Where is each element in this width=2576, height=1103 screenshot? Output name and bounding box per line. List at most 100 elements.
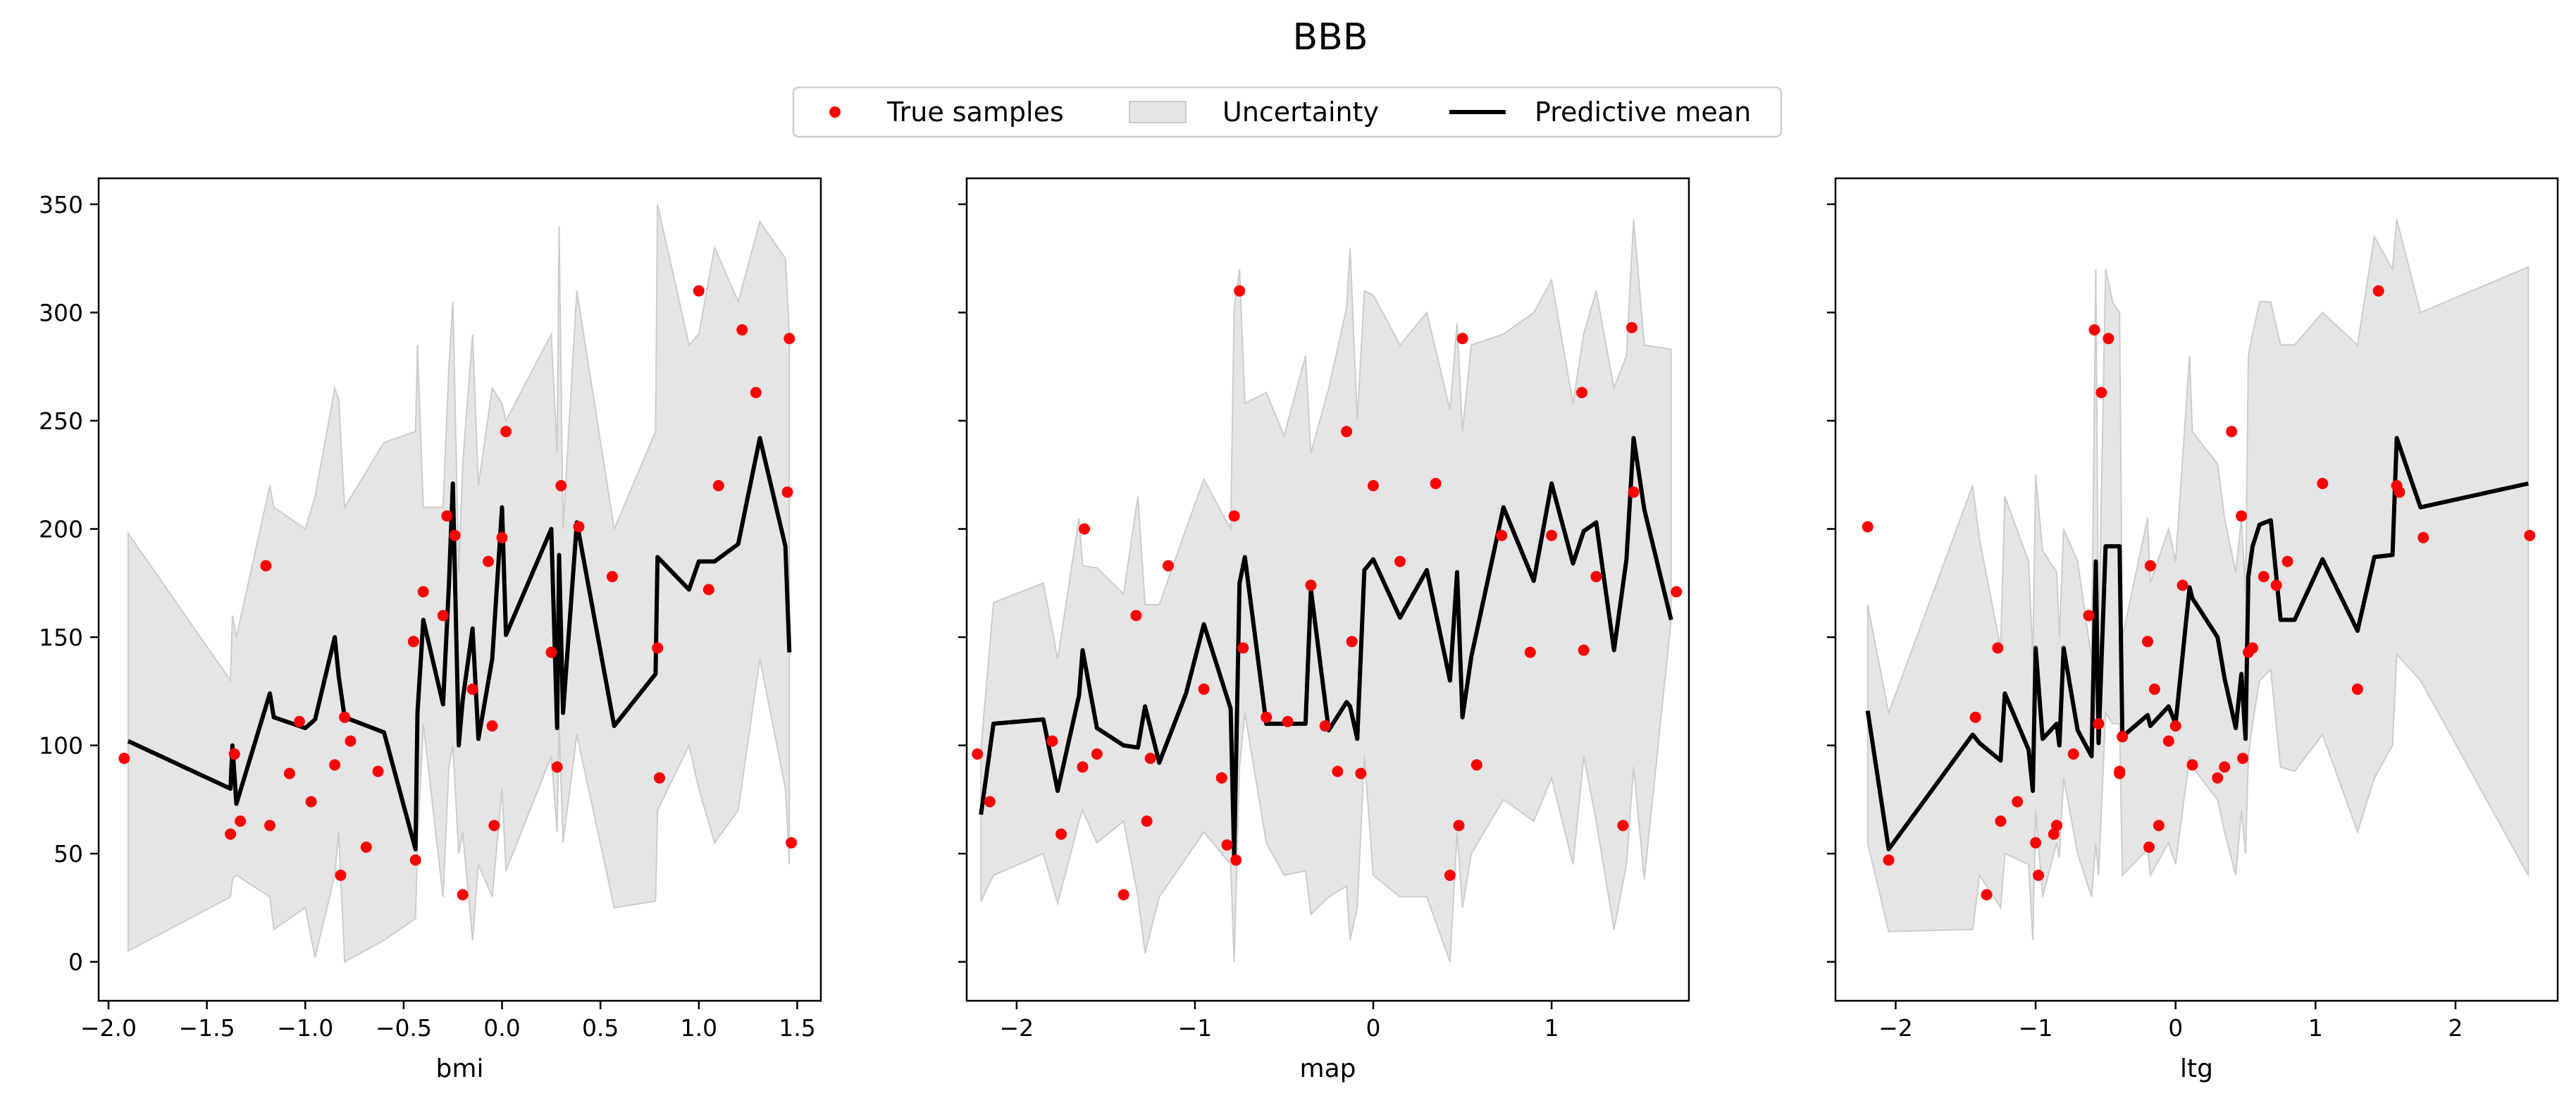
true-sample-point xyxy=(1077,761,1089,773)
true-sample-point xyxy=(283,768,295,780)
true-sample-point xyxy=(1282,715,1294,727)
true-sample-point xyxy=(1453,820,1465,832)
true-sample-point xyxy=(1456,333,1468,345)
true-sample-point xyxy=(2153,820,2165,832)
true-sample-point xyxy=(1230,854,1242,866)
y-tick-label: 150 xyxy=(39,624,83,651)
true-sample-point xyxy=(1234,285,1246,297)
true-sample-point xyxy=(2394,486,2405,498)
x-tick-label: −1 xyxy=(1178,1014,1213,1042)
subplot-map: −2 −1 0 1 map xyxy=(958,177,1690,1083)
legend-frame xyxy=(792,86,1783,138)
plot-area xyxy=(1862,219,2536,941)
true-sample-point xyxy=(712,480,724,492)
true-sample-point xyxy=(2012,796,2024,808)
true-sample-point xyxy=(329,759,341,771)
legend-uncertainty-label: Uncertainty xyxy=(1222,97,1379,128)
true-sample-point xyxy=(607,571,618,583)
true-sample-point xyxy=(2226,426,2238,438)
true-sample-point xyxy=(2142,636,2153,648)
legend-uncertainty-swatch xyxy=(1129,101,1187,123)
true-sample-point xyxy=(2050,820,2062,832)
true-sample-point xyxy=(1198,683,1210,695)
true-sample-point xyxy=(407,636,419,648)
true-sample-point xyxy=(486,720,498,732)
true-sample-point xyxy=(1117,889,1129,901)
x-tick-label: 0.0 xyxy=(483,1014,520,1042)
x-tick-label: 1.5 xyxy=(779,1014,815,1042)
true-sample-point xyxy=(2083,610,2095,622)
x-axis-label: ltg xyxy=(2180,1054,2213,1083)
true-sample-point xyxy=(466,683,478,695)
true-sample-point xyxy=(784,333,795,345)
x-tick-label: 0 xyxy=(2168,1014,2183,1042)
true-sample-point xyxy=(2033,869,2044,881)
x-tick-label: −2 xyxy=(1878,1014,1913,1042)
x-tick-label: 2 xyxy=(2448,1014,2463,1042)
true-sample-point xyxy=(654,772,665,784)
true-sample-point xyxy=(1590,571,1602,583)
true-sample-point xyxy=(545,646,557,658)
true-sample-point xyxy=(1981,889,1993,901)
true-sample-point xyxy=(2143,842,2155,853)
predictive-mean-line xyxy=(127,436,792,851)
true-sample-point xyxy=(2236,510,2248,522)
true-sample-point xyxy=(2114,765,2126,777)
plot-area xyxy=(972,219,1683,963)
x-tick-label: 1 xyxy=(2308,1014,2323,1042)
true-sample-point xyxy=(1079,523,1090,535)
true-sample-point xyxy=(1617,820,1629,832)
true-sample-point xyxy=(228,748,240,760)
x-axis-label: map xyxy=(1300,1054,1356,1083)
true-sample-point xyxy=(1163,560,1174,572)
true-sample-point xyxy=(2048,828,2060,840)
x-tick-label: 0.5 xyxy=(582,1014,619,1042)
x-tick-label: −0.5 xyxy=(376,1014,432,1042)
true-sample-point xyxy=(750,387,762,398)
true-sample-point xyxy=(1578,644,1590,656)
true-sample-point xyxy=(1228,510,1240,522)
true-sample-point xyxy=(2281,555,2293,567)
true-sample-point xyxy=(2162,735,2174,747)
true-sample-point xyxy=(409,854,421,866)
true-sample-point xyxy=(1883,854,1895,866)
true-sample-point xyxy=(652,642,664,654)
true-sample-point xyxy=(693,285,705,297)
true-sample-point xyxy=(781,486,793,498)
true-sample-point xyxy=(1346,636,1358,648)
true-sample-point xyxy=(1305,579,1317,591)
true-sample-point xyxy=(2117,731,2129,743)
true-sample-point xyxy=(1332,765,1344,777)
y-tick-label: 100 xyxy=(39,732,83,760)
true-sample-point xyxy=(1992,642,2004,654)
true-sample-point xyxy=(2186,759,2198,771)
true-sample-point xyxy=(1546,529,1558,541)
true-sample-point xyxy=(305,796,317,808)
figure-title: BBB xyxy=(1292,16,1368,58)
true-sample-point xyxy=(2317,478,2329,489)
x-tick-label: 0 xyxy=(1366,1014,1381,1042)
x-tick-label: 1 xyxy=(1544,1014,1559,1042)
y-tick-label: 200 xyxy=(39,516,83,543)
true-sample-point xyxy=(2524,529,2536,541)
true-sample-point xyxy=(2247,642,2258,654)
true-sample-point xyxy=(2258,571,2270,583)
true-sample-point xyxy=(1215,772,1227,784)
true-sample-point xyxy=(2169,720,2181,732)
true-sample-point xyxy=(1995,815,2007,827)
true-sample-point xyxy=(2372,285,2384,297)
true-sample-point xyxy=(2095,387,2107,398)
true-sample-point xyxy=(2088,324,2100,335)
uncertainty-band xyxy=(980,219,1672,963)
true-sample-point xyxy=(118,753,130,764)
true-sample-point xyxy=(2351,683,2363,695)
predictive-mean-line xyxy=(1865,436,2529,851)
true-sample-point xyxy=(483,555,494,567)
true-sample-point xyxy=(1091,748,1103,760)
x-axis-label: bmi xyxy=(436,1054,484,1083)
true-sample-point xyxy=(1626,321,1637,333)
y-tick-label: 50 xyxy=(54,840,83,868)
true-sample-point xyxy=(2103,333,2114,345)
true-sample-point xyxy=(1368,480,1379,492)
true-sample-point xyxy=(488,820,500,832)
